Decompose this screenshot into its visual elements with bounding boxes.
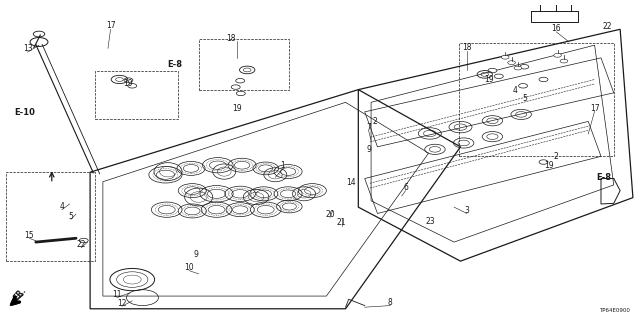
Text: 15: 15 [24, 231, 35, 240]
Circle shape [501, 55, 509, 59]
Circle shape [514, 66, 522, 70]
Text: 19: 19 [124, 79, 133, 88]
Text: 17: 17 [590, 104, 600, 113]
Circle shape [236, 78, 244, 83]
Circle shape [508, 61, 515, 64]
Text: 4: 4 [513, 86, 517, 95]
Circle shape [236, 91, 245, 96]
Text: E-8: E-8 [596, 174, 612, 182]
Text: 10: 10 [184, 263, 194, 272]
Text: 7: 7 [366, 122, 371, 132]
Circle shape [539, 160, 548, 164]
Circle shape [128, 84, 137, 88]
Text: FR.: FR. [12, 286, 28, 302]
Circle shape [520, 64, 529, 69]
Circle shape [539, 77, 548, 82]
Text: 5: 5 [68, 211, 74, 220]
Text: 19: 19 [232, 104, 242, 113]
Text: 9: 9 [194, 250, 198, 259]
Text: 13: 13 [22, 44, 33, 54]
Text: 3: 3 [465, 206, 469, 215]
Text: E-10: E-10 [15, 108, 35, 117]
Text: 18: 18 [226, 34, 236, 43]
Text: 17: 17 [106, 21, 115, 30]
Text: 12: 12 [117, 299, 127, 308]
Bar [95, 71, 178, 119]
Text: 22: 22 [603, 22, 612, 31]
Text: 2: 2 [554, 152, 559, 161]
Text: 2: 2 [372, 117, 378, 126]
Circle shape [488, 68, 497, 73]
Bar [198, 40, 289, 90]
Text: 19: 19 [484, 75, 494, 84]
Text: 23: 23 [425, 217, 435, 226]
Text: 19: 19 [544, 161, 554, 170]
Circle shape [518, 84, 527, 88]
Bar [6, 172, 95, 261]
Circle shape [124, 78, 133, 82]
Circle shape [554, 53, 561, 57]
Text: 14: 14 [346, 178, 355, 187]
Text: E-8: E-8 [167, 60, 182, 69]
Text: TP64E0900: TP64E0900 [599, 308, 630, 313]
Text: 8: 8 [388, 298, 392, 307]
Text: 9: 9 [366, 145, 371, 154]
Circle shape [560, 59, 568, 63]
Text: 20: 20 [325, 210, 335, 219]
Bar [460, 43, 614, 156]
Text: 6: 6 [403, 183, 408, 192]
Circle shape [231, 85, 240, 89]
Circle shape [494, 74, 503, 78]
Text: 22: 22 [76, 240, 86, 249]
Text: 4: 4 [60, 202, 65, 211]
Text: 5: 5 [522, 94, 527, 103]
Text: 11: 11 [112, 290, 122, 299]
Text: 16: 16 [552, 24, 561, 33]
Text: 1: 1 [280, 161, 285, 170]
Text: 18: 18 [462, 43, 472, 52]
Text: 21: 21 [337, 218, 346, 227]
